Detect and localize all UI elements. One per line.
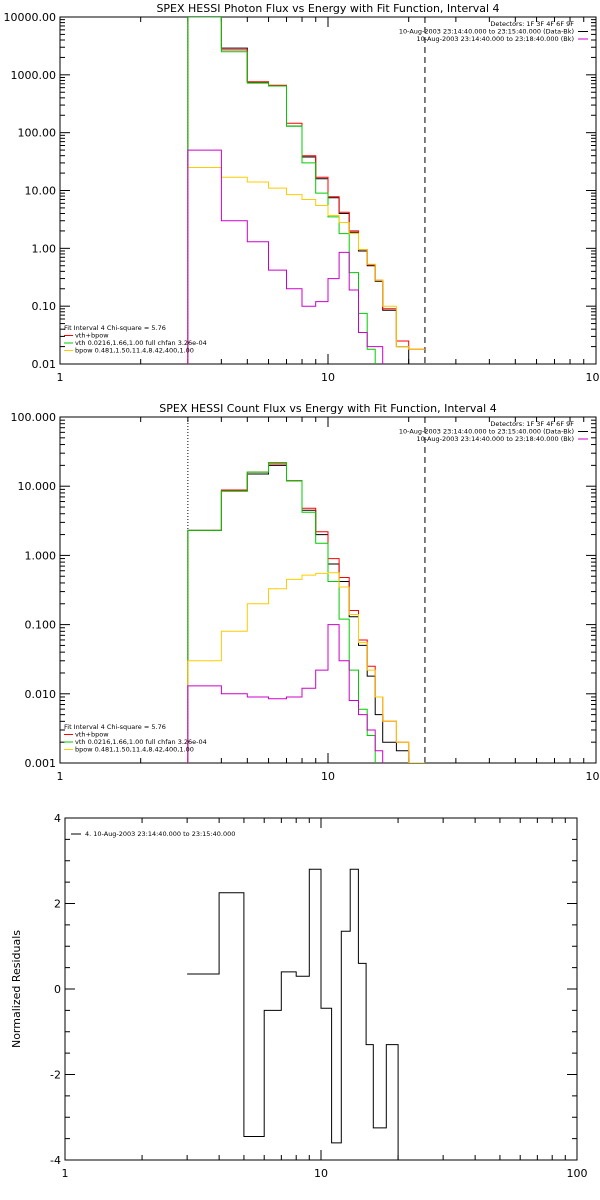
series-line-bk xyxy=(187,624,384,763)
series-line-vth xyxy=(187,17,376,364)
legend-entry: 10-Aug-2003 23:14:40.000 to 23:15:40.000… xyxy=(399,428,574,436)
y-tick-label: 0.100 xyxy=(25,619,57,632)
x-tick-label: 100 xyxy=(567,1167,588,1180)
legend-entry: vth+bpow xyxy=(75,332,109,340)
y-axis-title: Normalized Residuals xyxy=(10,930,23,1048)
series-line-vth xyxy=(187,462,376,763)
x-tick-label: 1 xyxy=(57,770,64,783)
chart-title: SPEX HESSI Count Flux vs Energy with Fit… xyxy=(159,402,496,415)
series-line-data-bk xyxy=(187,464,410,763)
series-group xyxy=(187,868,399,1160)
legend-entry: 4. 10-Aug-2003 23:14:40.000 to 23:15:40.… xyxy=(85,830,235,838)
series-line-bk xyxy=(187,149,384,364)
series-line-data-bk xyxy=(187,17,410,364)
chart-title: SPEX HESSI Photon Flux vs Energy with Fi… xyxy=(156,2,499,15)
legend-entry: Detectors: 1F 3F 4F 6F 9F xyxy=(490,20,574,28)
y-tick-label: 0.001 xyxy=(25,757,57,770)
x-tick-label: 1 xyxy=(62,1167,69,1180)
legend-entry: bpow 0.481,1.50,11.4,8.42,400,1.00 xyxy=(75,746,194,754)
y-tick-label: 1.00 xyxy=(32,242,57,255)
legend-entry: 10-Aug-2003 23:14:40.000 to 23:18:40.000… xyxy=(417,35,574,43)
x-tick-label: 100 xyxy=(586,371,600,384)
y-tick-label: 0 xyxy=(54,983,61,996)
legend-entry: 10-Aug-2003 23:14:40.000 to 23:18:40.000… xyxy=(417,435,574,443)
y-tick-label: 10.00 xyxy=(25,185,57,198)
y-tick-label: 100.000 xyxy=(11,411,57,424)
series-line-bpow xyxy=(187,572,426,763)
chart-panel-1: SPEX HESSI Photon Flux vs Energy with Fi… xyxy=(4,2,600,384)
y-tick-label: 1.000 xyxy=(25,549,57,562)
legend-entry: vth 0.0216,1.66,1.00 full chfan 3.26e-04 xyxy=(75,738,207,746)
y-tick-label: 0.010 xyxy=(25,688,57,701)
y-tick-label: 4 xyxy=(54,812,61,825)
x-tick-label: 100 xyxy=(586,770,600,783)
series-group xyxy=(187,462,426,763)
chart-panel-3: 1 10 100 -4 -2 0 2 4 Normalized Residuals 4. 10-A… xyxy=(10,812,588,1180)
legend-entry: Fit Interval 4 Chi-square = 5.76 xyxy=(64,723,166,731)
y-tick-label: 1000.00 xyxy=(11,69,57,82)
legend-entry: Detectors: 1F 3F 4F 6F 9F xyxy=(490,420,574,428)
legend-entry: vth+bpow xyxy=(75,731,109,739)
y-tick-label: 0.10 xyxy=(32,300,57,313)
x-tick-label: 10 xyxy=(314,1167,328,1180)
y-tick-label: 10.000 xyxy=(18,480,57,493)
x-tick-label: 10 xyxy=(321,770,335,783)
legend-entry: vth 0.0216,1.66,1.00 full chfan 3.26e-04 xyxy=(75,339,207,347)
y-tick-label: -2 xyxy=(50,1069,61,1082)
legend-entry: bpow 0.481,1.50,11.4,8.42,400,1.00 xyxy=(75,347,194,355)
x-tick-label: 10 xyxy=(321,371,335,384)
y-tick-label: 0.01 xyxy=(32,358,57,371)
chart-panel-2: SPEX HESSI Count Flux vs Energy with Fit… xyxy=(11,402,600,783)
series-line-bpow xyxy=(187,167,425,364)
x-tick-label: 1 xyxy=(57,371,64,384)
legend-entry: 10-Aug-2003 23:14:40.000 to 23:15:40.000… xyxy=(399,28,574,36)
plot-frame xyxy=(59,416,597,764)
series-line-vth-bpow xyxy=(187,17,425,364)
series-line-residuals xyxy=(187,868,399,1160)
y-tick-label: 10000.00 xyxy=(4,11,57,24)
legend-entry: Fit Interval 4 Chi-square = 5.76 xyxy=(64,324,166,332)
series-group xyxy=(187,17,425,364)
y-tick-label: -4 xyxy=(50,1154,61,1167)
y-tick-label: 2 xyxy=(54,898,61,911)
y-tick-label: 100.00 xyxy=(18,127,57,140)
